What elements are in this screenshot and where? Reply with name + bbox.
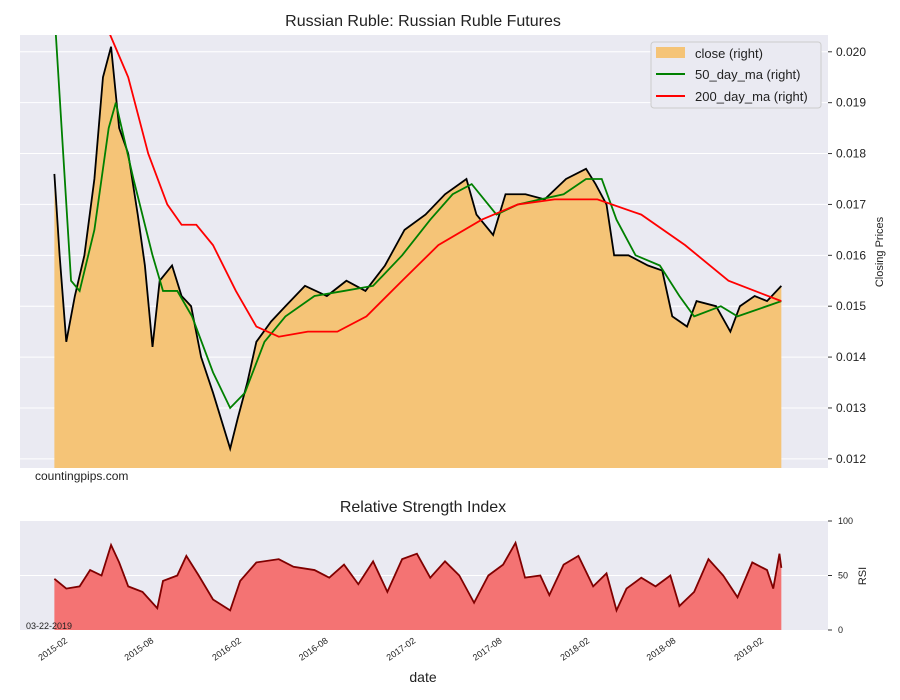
- rsi-chart-title: Relative Strength Index: [340, 499, 506, 516]
- legend-box: [650, 41, 822, 109]
- close-area: [54, 46, 782, 468]
- x-tick-label: 2016-08: [297, 635, 330, 662]
- ma200-line: [109, 35, 782, 338]
- price-y-axis-label: Closing Prices: [874, 216, 886, 287]
- rsi-y-tick-label: 0: [838, 625, 843, 635]
- y-tick-label: 0.015: [836, 299, 866, 313]
- y-tick-label: 0.012: [836, 452, 866, 466]
- price-chart-title: Russian Ruble: Russian Ruble Futures: [285, 13, 561, 30]
- legend: close (right) 50_day_ma (right) 200_day_…: [650, 41, 822, 109]
- y-tick-label: 0.018: [836, 147, 866, 161]
- rsi-y-tick-label: 50: [838, 571, 848, 581]
- x-tick-label: 2018-02: [558, 635, 591, 662]
- rsi-y-tick-label: 100: [838, 516, 853, 526]
- legend-label-close: close (right): [695, 46, 763, 61]
- y-tick-label: 0.020: [836, 45, 866, 59]
- y-tick-label: 0.017: [836, 197, 866, 211]
- legend-swatch-close: [656, 47, 685, 58]
- x-tick-label: 2015-02: [36, 635, 69, 662]
- ma50-line: [54, 35, 782, 410]
- y-tick-label: 0.013: [836, 401, 866, 415]
- watermark: countingpips.com: [35, 469, 128, 483]
- y-tick-label: 0.016: [836, 248, 866, 262]
- rsi-y-axis-label: RSI: [857, 567, 869, 585]
- date-annotation: 03-22-2019: [26, 621, 72, 631]
- legend-label-ma50: 50_day_ma (right): [695, 67, 801, 82]
- x-tick-label: 2016-02: [210, 635, 243, 662]
- x-tick-label: 2018-08: [645, 635, 678, 662]
- y-tick-label: 0.014: [836, 350, 866, 364]
- x-tick-label: 2019-02: [732, 635, 765, 662]
- rsi-area: [54, 542, 782, 630]
- x-tick-label: 2017-02: [385, 635, 418, 662]
- y-tick-label: 0.019: [836, 96, 866, 110]
- x-tick-label: 2015-08: [123, 635, 156, 662]
- x-axis-label: date: [409, 669, 436, 685]
- price-plot: 0.012 0.013 0.014 0.015 0.016 0.017 0.018 0.019…: [20, 35, 866, 468]
- legend-label-ma200: 200_day_ma (right): [695, 89, 808, 104]
- x-tick-label: 2017-08: [471, 635, 504, 662]
- rsi-line: [53, 540, 783, 614]
